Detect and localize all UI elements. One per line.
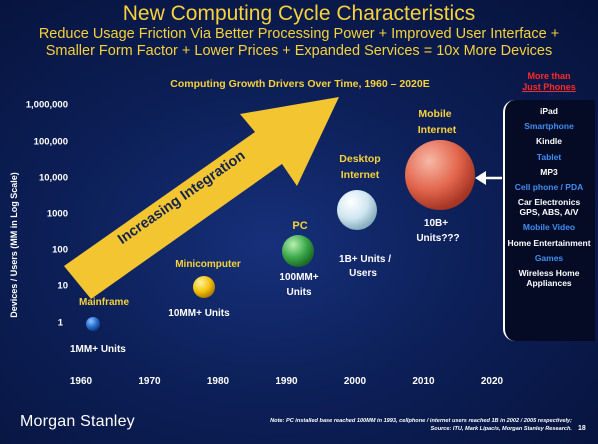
x-tick-label: 1960 — [70, 376, 93, 387]
x-tick-label: 2010 — [412, 376, 435, 387]
y-tick-label: 1 — [58, 318, 64, 329]
slide-subtitle: Reduce Usage Friction Via Better Process… — [0, 26, 598, 60]
device-list-item: Smartphone — [524, 121, 574, 132]
morgan-stanley-logo: Morgan Stanley — [20, 413, 135, 430]
y-tick-label: 1000 — [47, 209, 68, 220]
side-panel-header-line-2: Just Phones — [522, 82, 576, 92]
point-label-pc-line1: 100MM+ — [279, 272, 318, 283]
device-list-item: iPad — [540, 106, 558, 116]
device-list-item: Home Entertainment — [507, 237, 591, 248]
side-panel-box — [503, 100, 595, 341]
device-list-item: Games — [534, 252, 564, 263]
point-name-desktop-line2: Internet — [341, 169, 380, 181]
subtitle-line-1: Reduce Usage Friction Via Better Process… — [38, 26, 560, 42]
device-list: iPad Smartphone Kindle Tablet MP3 Cell phone … — [507, 106, 591, 293]
device-list-item: Cell phone / PDA — [514, 181, 584, 192]
y-tick-label: 10 — [57, 281, 68, 292]
x-tick-label: 2020 — [481, 376, 504, 387]
subtitle-line-2: Smaller Form Factor + Lower Prices + Exp… — [45, 43, 553, 59]
point-label-pc-line2: Units — [287, 287, 312, 298]
point-label-mobile-line1: 10B+ — [424, 218, 448, 229]
device-list-item: Kindle — [536, 136, 562, 147]
point-name-mobile-line1: Mobile — [418, 108, 451, 120]
y-tick-label: 100 — [52, 245, 68, 256]
side-panel-header-line-1: More than — [527, 71, 571, 81]
footnote-line-1: Note: PC installed base reached 100MM in… — [270, 418, 572, 424]
x-tick-label: 1990 — [275, 376, 298, 387]
point-name-mainframe: Mainframe — [79, 297, 129, 308]
point-name-desktop-line1: Desktop — [339, 153, 380, 165]
chart-points: Mainframe 1MM+ Units Minicomputer 10MM+ Uni… — [70, 108, 475, 355]
point-label-mobile-line2: Units??? — [416, 233, 459, 244]
page-number: 18 — [578, 425, 586, 432]
point-label-minicomputer: 10MM+ Units — [168, 308, 230, 319]
point-label-mainframe: 1MM+ Units — [70, 344, 126, 355]
data-point-bubble — [86, 317, 100, 331]
device-list-item: MP3 — [540, 166, 558, 177]
data-point-bubble — [337, 190, 377, 230]
slide-title: New Computing Cycle Characteristics — [122, 2, 476, 25]
device-list-item: Wireless Home Appliances — [518, 267, 580, 288]
point-name-minicomputer: Minicomputer — [175, 259, 241, 270]
x-tick-label: 2000 — [344, 376, 367, 387]
point-label-desktop-line2: Users — [349, 268, 377, 279]
x-tick-label: 1980 — [207, 376, 230, 387]
point-label-desktop-line1: 1B+ Units / — [339, 254, 391, 265]
device-list-item: Tablet — [536, 151, 562, 162]
side-panel-arrow-head — [475, 171, 486, 185]
y-axis-label: Devices / Users (MM in Log Scale) — [9, 172, 19, 318]
y-axis-ticks: 1 10 100 1000 10,000 100,000 1,000,000 — [26, 100, 68, 329]
data-point-bubble — [282, 235, 314, 267]
point-name-mobile-line2: Internet — [418, 124, 457, 136]
side-panel-arrow — [475, 171, 502, 185]
footnote: Note: PC installed base reached 100MM in… — [200, 417, 572, 433]
chart-title: Computing Growth Drivers Over Time, 1960… — [170, 78, 430, 90]
x-tick-label: 1970 — [138, 376, 161, 387]
y-tick-label: 100,000 — [34, 137, 68, 148]
footnote-line-2: Source: ITU, Mark Lipacis, Morgan Stanle… — [430, 426, 572, 432]
device-list-item: Car Electronics GPS, ABS, A/V — [517, 197, 581, 218]
x-axis-ticks: 1960 1970 1980 1990 2000 2010 2020 — [70, 376, 504, 387]
y-tick-label: 10,000 — [39, 173, 68, 184]
integration-arrow-shape — [64, 97, 339, 299]
point-name-pc: PC — [292, 220, 307, 232]
data-point-bubble — [405, 140, 475, 210]
side-panel-header: More than Just Phones — [508, 71, 590, 93]
data-point-bubble — [193, 276, 215, 298]
y-tick-label: 1,000,000 — [26, 100, 68, 111]
device-list-item: Mobile Video — [522, 222, 576, 233]
